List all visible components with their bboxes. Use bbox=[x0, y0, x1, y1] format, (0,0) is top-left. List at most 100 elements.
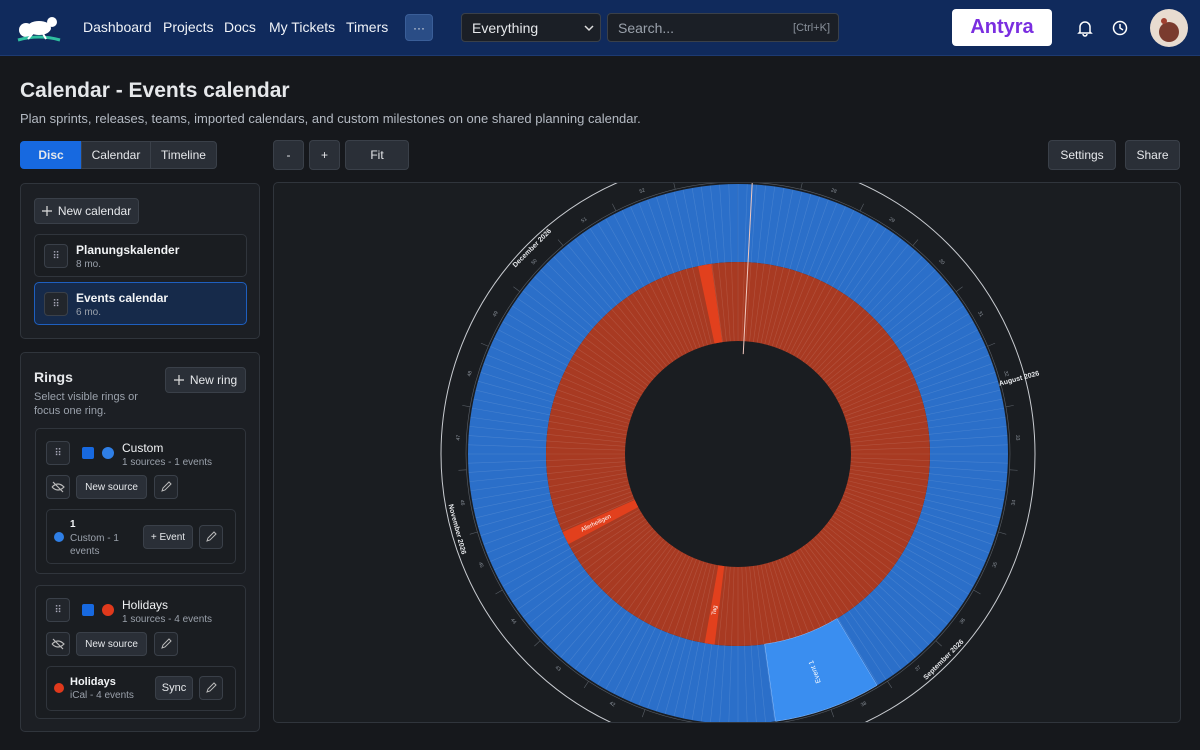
holiday-segment[interactable] bbox=[698, 263, 723, 344]
edit-button[interactable] bbox=[199, 676, 223, 700]
day-divider bbox=[512, 305, 644, 393]
new-source-button[interactable]: New source bbox=[76, 632, 147, 656]
ring-checkbox[interactable] bbox=[82, 447, 94, 459]
day-divider bbox=[613, 554, 687, 694]
month-label: September 2026 bbox=[923, 638, 966, 681]
pencil-icon bbox=[161, 481, 172, 492]
ring-name: Custom bbox=[122, 441, 164, 455]
sync-button[interactable]: Sync bbox=[155, 676, 193, 700]
plus-icon bbox=[41, 206, 52, 216]
week-tick bbox=[462, 405, 471, 408]
calendar-name: Planungskalender bbox=[76, 243, 180, 257]
day-divider bbox=[802, 233, 894, 362]
button-label: New ring bbox=[189, 373, 238, 387]
history-icon[interactable] bbox=[1111, 19, 1129, 37]
notifications-icon[interactable] bbox=[1076, 19, 1094, 37]
fit-button[interactable]: Fit bbox=[345, 140, 409, 170]
day-divider bbox=[621, 210, 690, 353]
share-button[interactable]: Share bbox=[1125, 140, 1180, 170]
day-divider bbox=[656, 196, 705, 347]
day-divider bbox=[574, 238, 670, 365]
nav-link[interactable]: Timers bbox=[346, 19, 389, 35]
week-tick bbox=[513, 286, 521, 292]
view-tab[interactable]: Timeline bbox=[150, 141, 217, 169]
rings-description: Select visible rings or focus one ring. bbox=[34, 391, 138, 417]
holiday-segment[interactable] bbox=[562, 499, 639, 545]
button-label: New calendar bbox=[57, 204, 132, 218]
day-divider bbox=[700, 186, 723, 343]
new-source-button[interactable]: New source bbox=[76, 475, 147, 499]
view-tab[interactable]: Disc bbox=[20, 141, 82, 169]
source-meta: iCal - 4 events bbox=[70, 690, 134, 701]
day-divider bbox=[756, 187, 785, 343]
day-divider bbox=[682, 564, 716, 719]
edit-button[interactable] bbox=[154, 632, 178, 656]
edit-button[interactable] bbox=[154, 475, 178, 499]
edit-button[interactable] bbox=[199, 525, 223, 549]
day-divider bbox=[480, 487, 631, 536]
calendar-item[interactable]: ⠿ Planungskalender 8 mo. bbox=[34, 234, 247, 277]
day-divider bbox=[832, 305, 964, 393]
brand-logo[interactable]: Antyra bbox=[952, 9, 1052, 46]
event-segment[interactable] bbox=[764, 618, 878, 722]
day-divider bbox=[849, 416, 1006, 439]
day-divider bbox=[673, 563, 712, 717]
source-name: Holidays bbox=[70, 676, 116, 688]
day-divider bbox=[845, 372, 996, 421]
day-divider bbox=[553, 536, 662, 652]
week-label: 37 bbox=[914, 665, 922, 673]
day-divider bbox=[850, 444, 1008, 451]
calendar-item[interactable]: ⠿ Events calendar 6 mo. bbox=[34, 282, 247, 325]
visibility-toggle[interactable] bbox=[46, 475, 70, 499]
drag-handle[interactable]: ⠿ bbox=[46, 441, 70, 465]
source-color bbox=[54, 532, 64, 542]
day-divider bbox=[779, 202, 838, 349]
day-divider bbox=[850, 465, 1007, 482]
source-card: 1 Custom - 1 events + Event bbox=[46, 509, 236, 564]
drag-handle[interactable]: ⠿ bbox=[44, 292, 68, 316]
visibility-toggle[interactable] bbox=[46, 632, 70, 656]
source-name: 1 bbox=[70, 519, 76, 530]
drag-handle[interactable]: ⠿ bbox=[44, 244, 68, 268]
new-ring-button[interactable]: New ring bbox=[165, 367, 246, 393]
zoom-out[interactable]: - bbox=[273, 140, 304, 170]
day-divider bbox=[710, 566, 727, 722]
logo[interactable] bbox=[14, 8, 64, 46]
day-divider bbox=[613, 214, 687, 354]
pencil-icon bbox=[206, 531, 217, 542]
ring-checkbox[interactable] bbox=[82, 604, 94, 616]
day-divider bbox=[719, 566, 731, 722]
day-divider bbox=[848, 476, 1003, 510]
day-divider bbox=[475, 480, 629, 519]
new-calendar-button[interactable]: New calendar bbox=[34, 198, 139, 224]
pencil-icon bbox=[206, 682, 217, 693]
day-divider bbox=[786, 210, 855, 353]
nav-link[interactable]: Docs bbox=[224, 19, 256, 35]
day-divider bbox=[483, 363, 632, 417]
zoom-in[interactable]: + bbox=[309, 140, 340, 170]
source-card: Holidays iCal - 4 events Sync bbox=[46, 666, 236, 711]
add-event-button[interactable]: + Event bbox=[143, 525, 193, 549]
avatar[interactable] bbox=[1149, 8, 1189, 48]
day-divider bbox=[507, 313, 642, 396]
nav-link[interactable]: Dashboard bbox=[83, 19, 152, 35]
day-divider bbox=[540, 269, 656, 378]
today-line bbox=[742, 183, 753, 355]
settings-button[interactable]: Settings bbox=[1048, 140, 1116, 170]
day-divider bbox=[839, 337, 982, 406]
day-divider bbox=[849, 407, 1005, 436]
nav-link[interactable]: Projects bbox=[163, 19, 214, 35]
week-tick bbox=[1005, 405, 1014, 408]
day-divider bbox=[799, 228, 887, 360]
day-divider bbox=[838, 505, 978, 579]
filter-select[interactable]: Everything bbox=[461, 13, 601, 42]
more-button[interactable]: ··· bbox=[405, 14, 433, 41]
search-box[interactable]: Search... [Ctrl+K] bbox=[607, 13, 839, 42]
view-tab[interactable]: Calendar bbox=[81, 141, 151, 169]
holiday-segment[interactable] bbox=[704, 565, 725, 645]
day-divider bbox=[789, 214, 863, 354]
drag-handle[interactable]: ⠿ bbox=[46, 598, 70, 622]
day-divider bbox=[473, 476, 628, 510]
nav-link[interactable]: My Tickets bbox=[269, 19, 336, 35]
rings-panel: Rings Select visible rings or focus one … bbox=[20, 352, 260, 732]
